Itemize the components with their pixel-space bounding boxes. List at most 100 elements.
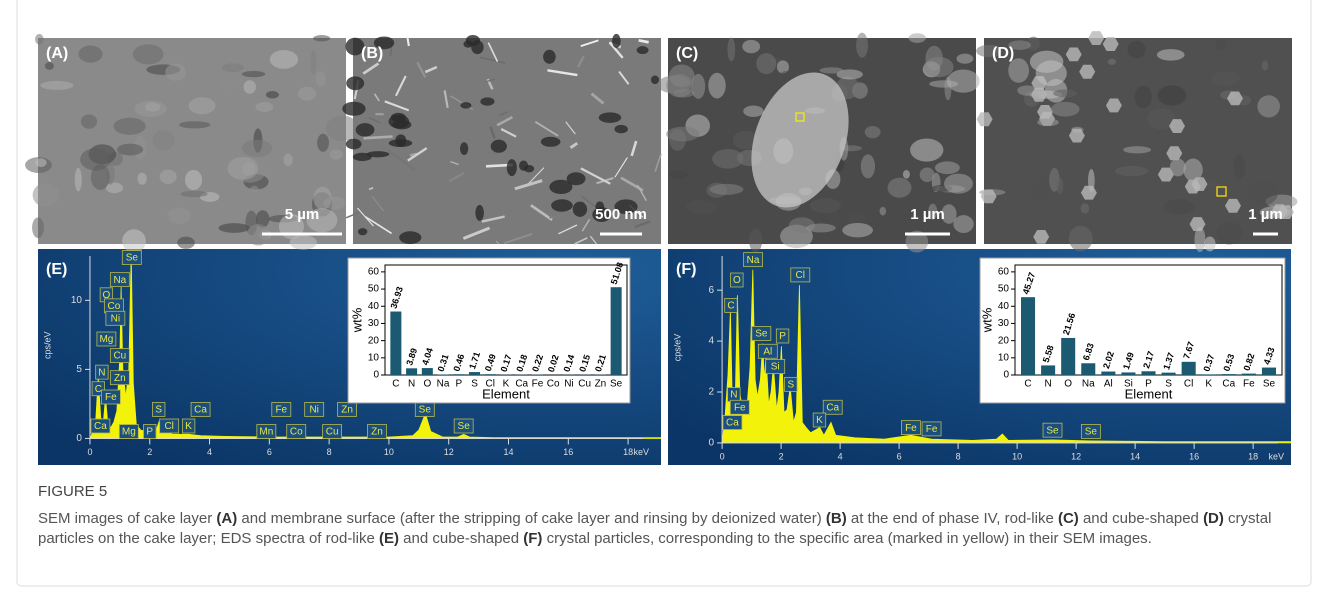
peak-label: Cl	[796, 270, 805, 281]
caption-text: SEM images of cake layer (A) and membran…	[38, 509, 1300, 550]
grain	[1164, 199, 1195, 214]
grain	[189, 97, 216, 114]
grain	[861, 154, 875, 178]
x-tick-label: 8	[327, 447, 332, 457]
grain	[666, 127, 699, 142]
grain	[756, 53, 776, 74]
pore	[346, 76, 364, 90]
x-tick-label: Na	[437, 379, 450, 390]
y-tick-label: 5	[76, 364, 82, 375]
peak-label: Ca	[194, 405, 207, 416]
x-tick-label: 6	[267, 447, 272, 457]
pore	[543, 50, 556, 64]
grain	[40, 81, 73, 90]
peak-label: Co	[290, 427, 303, 438]
grain	[75, 168, 82, 192]
peak-label: Mg	[122, 427, 136, 438]
pore	[491, 140, 507, 153]
x-tick-label: P	[455, 379, 462, 390]
grain	[1204, 237, 1215, 252]
bar	[1222, 374, 1236, 375]
grain	[944, 174, 973, 194]
grain	[35, 158, 46, 167]
grain	[712, 149, 743, 169]
grain	[1183, 158, 1202, 181]
grain	[1037, 119, 1059, 127]
grain	[122, 229, 146, 252]
y-tick-label: 60	[368, 267, 380, 278]
pore	[346, 139, 362, 150]
grain	[1233, 154, 1245, 179]
grain	[242, 140, 272, 157]
x-tick-label: 4	[838, 451, 843, 461]
peak-label: Zn	[341, 405, 353, 416]
x-tick-label: Al	[1104, 379, 1113, 390]
x-tick-label: 12	[1071, 451, 1081, 461]
peak-label: Co	[107, 301, 120, 312]
grain	[160, 170, 177, 184]
x-axis-label: keV	[1268, 451, 1284, 461]
peak-label: Se	[1085, 427, 1098, 438]
grain	[710, 184, 744, 195]
grain	[1216, 222, 1242, 244]
grain	[155, 212, 171, 230]
peak-label: Mg	[99, 334, 113, 345]
y-axis-label: cps/eV	[42, 331, 52, 359]
grain	[909, 33, 926, 43]
x-tick-label: C	[392, 379, 399, 390]
grain	[1128, 41, 1146, 59]
x-tick-label: 10	[1012, 451, 1022, 461]
peak-label: Se	[755, 329, 768, 340]
peak-label: Se	[419, 405, 432, 416]
peak-label: Fe	[905, 423, 917, 434]
pore	[460, 102, 471, 108]
panel-ref: (A)	[216, 510, 237, 527]
panel-ref: (B)	[826, 510, 847, 527]
grain	[80, 148, 111, 170]
grain	[185, 170, 202, 190]
bar	[1262, 368, 1276, 375]
grain	[114, 118, 146, 135]
bar	[1182, 362, 1196, 375]
peak-label: Si	[771, 362, 780, 373]
grain	[1053, 89, 1077, 97]
grain	[177, 237, 195, 249]
grain	[283, 154, 293, 167]
x-tick-label: 0	[87, 447, 92, 457]
bar	[1021, 297, 1035, 375]
peak-label: N	[730, 390, 737, 401]
grain	[749, 229, 762, 253]
grain	[1211, 71, 1240, 86]
grain	[888, 178, 912, 198]
bar	[469, 372, 480, 375]
grain	[45, 62, 54, 70]
grain	[106, 183, 123, 194]
pore	[366, 151, 389, 157]
pore	[541, 137, 561, 147]
x-tick-label: 6	[897, 451, 902, 461]
peak-label: S	[787, 380, 794, 391]
peak-label: Se	[126, 253, 139, 264]
grain	[219, 223, 250, 233]
grain	[330, 149, 343, 159]
x-axis-label: Element	[1125, 386, 1173, 401]
peak-label: Na	[113, 275, 126, 286]
pore	[342, 102, 365, 116]
x-tick-label: 18	[623, 447, 633, 457]
y-tick-label: 2	[709, 387, 715, 398]
x-tick-label: 18	[1248, 451, 1258, 461]
bar	[406, 368, 417, 375]
grain	[880, 207, 887, 216]
bar	[1121, 372, 1135, 375]
peak-label: N	[98, 367, 105, 378]
x-tick-label: 14	[1130, 451, 1140, 461]
y-tick-label: 0	[709, 438, 715, 449]
grain	[137, 173, 146, 185]
x-tick-label: O	[1064, 379, 1072, 390]
grain	[316, 71, 326, 87]
grain	[81, 114, 97, 128]
grain	[243, 80, 256, 93]
peak-label: Se	[458, 421, 471, 432]
x-tick-label: 16	[563, 447, 573, 457]
peak-label: Cu	[113, 351, 126, 362]
